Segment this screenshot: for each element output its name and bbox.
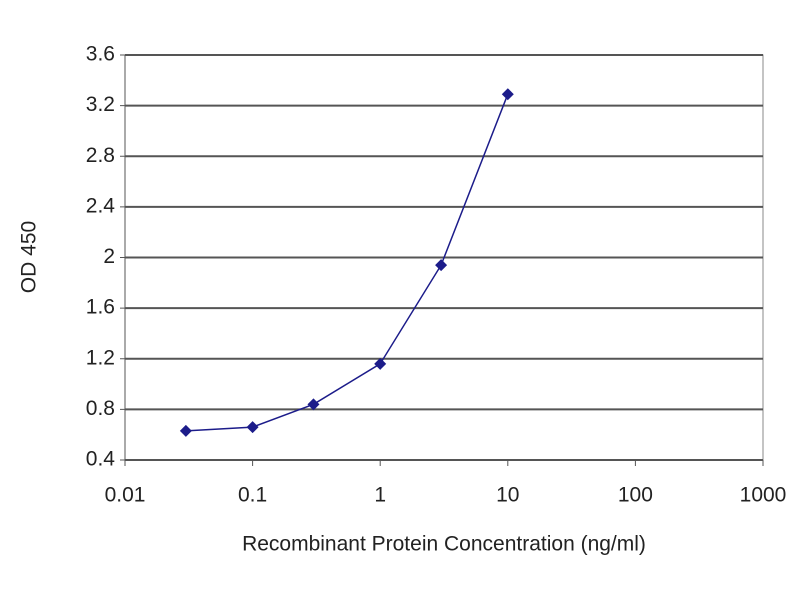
data-line xyxy=(185,93,509,432)
data-point xyxy=(501,88,514,101)
x-tick-label: 1 xyxy=(374,484,386,507)
y-tick-label: 2.8 xyxy=(86,144,115,167)
x-axis-label: Recombinant Protein Concentration (ng/ml… xyxy=(242,533,646,556)
y-tick-label: 3.6 xyxy=(86,43,115,66)
data-point xyxy=(307,398,320,411)
y-axis-label: OD 450 xyxy=(18,221,41,293)
x-tick-label: 10 xyxy=(496,484,519,507)
y-tick-label: 2.4 xyxy=(86,194,116,217)
y-tick-label: 1.6 xyxy=(86,296,115,319)
y-tick-label: 2 xyxy=(103,245,115,268)
y-tick-label: 1.2 xyxy=(86,346,115,369)
x-tick-label: 100 xyxy=(618,484,653,507)
data-point xyxy=(374,357,387,370)
data-point xyxy=(435,259,448,272)
x-tick-label: 0.1 xyxy=(238,484,267,507)
y-tick-label: 0.4 xyxy=(86,448,116,471)
y-tick-label: 3.2 xyxy=(86,93,115,116)
data-point xyxy=(179,424,192,437)
x-tick-label: 1000 xyxy=(740,484,787,507)
y-tick-label: 0.8 xyxy=(86,397,115,420)
x-tick-label: 0.01 xyxy=(105,484,146,507)
data-point xyxy=(246,421,259,434)
